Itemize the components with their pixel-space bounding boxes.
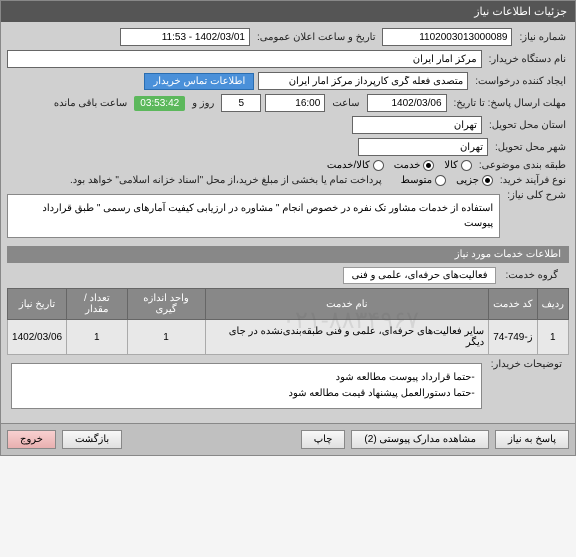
contact-button[interactable]: اطلاعات تماس خریدار [144, 73, 254, 90]
th-unit: واحد اندازه گیری [127, 289, 205, 320]
note-line-2: -حتما دستورالعمل پیشنهاد قیمت مطالعه شود [18, 386, 475, 402]
purchase-label: نوع فرآیند خرید: [497, 175, 569, 186]
form-section: شماره نیاز: تاریخ و ساعت اعلان عمومی: نا… [1, 22, 575, 423]
province-input[interactable] [352, 116, 482, 134]
days-label: روز و [189, 98, 217, 109]
buyer-label: نام دستگاه خریدار: [486, 54, 569, 65]
print-button[interactable]: چاپ [301, 430, 346, 449]
reply-button[interactable]: پاسخ به نیاز [495, 430, 569, 449]
radio-khadmat[interactable]: خدمت [394, 160, 435, 171]
subject-radio-group: کالا خدمت کالا/خدمت [327, 160, 472, 171]
radio-kala[interactable]: کالا [444, 160, 472, 171]
time-label-1: ساعت [329, 98, 362, 109]
notes-label: توضیحات خریدار: [488, 359, 565, 370]
th-qty: تعداد / مقدار [67, 289, 127, 320]
th-name: نام خدمت [205, 289, 489, 320]
th-row: ردیف [537, 289, 568, 320]
creator-input[interactable] [258, 72, 468, 90]
services-section-title: اطلاعات خدمات مورد نیاز [7, 246, 569, 263]
radio-kk-label: کالا/خدمت [327, 160, 370, 171]
footer-bar: پاسخ به نیاز مشاهده مدارک پیوستی (2) چاپ… [1, 423, 575, 455]
deadline-date-input[interactable] [367, 94, 447, 112]
group-badge: فعالیت‌های حرفه‌ای، علمی و فنی [343, 267, 497, 284]
deadline-label: مهلت ارسال پاسخ: تا تاریخ: [451, 98, 569, 109]
desc-label: شرح کلی نیاز: [504, 190, 569, 201]
back-button[interactable]: بازگشت [62, 430, 122, 449]
header-title: جزئیات اطلاعات نیاز [474, 6, 567, 18]
announce-label: تاریخ و ساعت اعلان عمومی: [254, 32, 379, 43]
remaining-time-badge: 03:53:42 [134, 96, 185, 111]
city-input[interactable] [358, 138, 488, 156]
announce-input[interactable] [120, 28, 250, 46]
cell-date: 1402/03/06 [8, 320, 67, 355]
buyer-notes: -حتما قرارداد پیوست مطالعه شود -حتما دست… [11, 363, 482, 409]
cell-unit: 1 [127, 320, 205, 355]
cell-qty: 1 [67, 320, 127, 355]
province-label: استان محل تحویل: [486, 120, 569, 131]
cell-row: 1 [537, 320, 568, 355]
group-label: گروه خدمت: [502, 270, 561, 281]
radio-dot-icon [435, 175, 446, 186]
desc-box: استفاده از خدمات مشاور تک نفره در خصوص ا… [7, 194, 500, 238]
table-header-row: ردیف کد خدمت نام خدمت واحد اندازه گیری ت… [8, 289, 569, 320]
radio-dot-checked-icon [482, 175, 493, 186]
th-date: تاریخ نیاز [8, 289, 67, 320]
radio-dot-icon [461, 160, 472, 171]
purchase-radio-group: جزیی متوسط [401, 175, 493, 186]
remaining-label: ساعت باقی مانده [51, 98, 130, 109]
city-label: شهر محل تحویل: [492, 142, 569, 153]
services-table: ردیف کد خدمت نام خدمت واحد اندازه گیری ت… [7, 288, 569, 355]
exit-button[interactable]: خروج [7, 430, 56, 449]
cell-code: ز-749-74 [489, 320, 537, 355]
th-code: کد خدمت [489, 289, 537, 320]
attachments-button[interactable]: مشاهده مدارک پیوستی (2) [351, 430, 489, 449]
creator-label: ایجاد کننده درخواست: [472, 76, 569, 87]
radio-khadmat-label: خدمت [394, 160, 421, 171]
class-label: طبقه بندی موضوعی: [476, 160, 569, 171]
table-row[interactable]: 1 ز-749-74 سایر فعالیت‌های حرفه‌ای، علمی… [8, 320, 569, 355]
radio-dot-icon [373, 160, 384, 171]
radio-motavaset[interactable]: متوسط [401, 175, 446, 186]
radio-motavaset-label: متوسط [401, 175, 432, 186]
radio-kala-label: کالا [444, 160, 458, 171]
deadline-time-input[interactable] [265, 94, 325, 112]
radio-jozi-label: جزیی [456, 175, 479, 186]
buyer-input[interactable] [7, 50, 482, 68]
days-input[interactable] [221, 94, 261, 112]
payment-note: پرداخت تمام یا بخشی از مبلغ خرید،از محل … [67, 175, 385, 186]
need-number-label: شماره نیاز: [516, 32, 569, 43]
cell-name: سایر فعالیت‌های حرفه‌ای، علمی و فنی طبقه… [205, 320, 489, 355]
note-line-1: -حتما قرارداد پیوست مطالعه شود [18, 370, 475, 386]
radio-dot-checked-icon [423, 160, 434, 171]
header-bar: جزئیات اطلاعات نیاز [1, 1, 575, 22]
radio-jozi[interactable]: جزیی [456, 175, 493, 186]
need-number-input[interactable] [382, 28, 512, 46]
radio-kala-khadmat[interactable]: کالا/خدمت [327, 160, 384, 171]
